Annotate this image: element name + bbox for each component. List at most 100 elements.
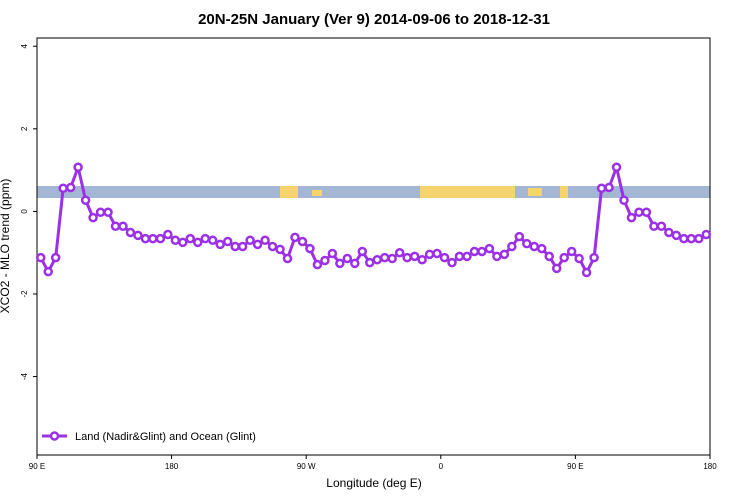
data-point: [694, 233, 704, 244]
data-point: [207, 235, 218, 246]
data-point: [305, 243, 315, 254]
data-point: [342, 253, 353, 264]
y-tick-label: 0: [20, 209, 29, 214]
data-point: [596, 183, 607, 194]
legend-marker: [49, 431, 60, 441]
data-point: [634, 207, 644, 217]
x-tick-label: 90 E: [567, 462, 583, 471]
data-point: [664, 227, 674, 238]
data-point: [589, 252, 599, 263]
data-point: [432, 248, 442, 259]
data-point: [507, 241, 517, 252]
data-point: [559, 252, 569, 263]
data-point: [581, 267, 592, 278]
data-point: [170, 235, 181, 246]
data-point: [492, 251, 502, 262]
data-point: [58, 183, 68, 194]
data-point: [95, 207, 106, 217]
data-point: [529, 241, 540, 252]
data-point: [335, 258, 345, 269]
data-point: [148, 233, 158, 244]
chart-title: 20N-25N January (Ver 9) 2014-09-06 to 20…: [198, 11, 550, 28]
data-point: [522, 238, 532, 249]
data-point: [215, 239, 225, 250]
data-point: [379, 252, 390, 263]
data-point: [297, 236, 308, 247]
data-point: [372, 254, 382, 265]
data-point: [245, 235, 255, 246]
data-point: [679, 233, 689, 244]
data-point: [701, 229, 712, 240]
data-point: [604, 182, 614, 193]
data-point: [365, 257, 375, 268]
data-point: [551, 263, 562, 274]
data-point: [133, 230, 143, 241]
data-point: [417, 254, 427, 265]
y-tick-label: 4: [20, 43, 29, 48]
x-tick-label: 180: [703, 462, 717, 471]
map-strip: [37, 186, 710, 198]
data-point: [537, 243, 547, 254]
data-point: [312, 259, 323, 270]
data-point: [462, 251, 472, 262]
data-point: [424, 249, 435, 260]
data-point: [193, 237, 203, 248]
y-tick-label: 2: [20, 126, 29, 131]
data-point: [222, 236, 233, 247]
data-point: [320, 255, 330, 266]
data-point: [237, 241, 248, 252]
data-point: [140, 233, 151, 244]
data-point: [447, 257, 457, 268]
data-point: [626, 212, 637, 223]
data-point: [125, 227, 136, 238]
data-point: [357, 246, 368, 257]
plot-frame: [36, 37, 711, 456]
data-point: [260, 235, 270, 246]
x-tick-label: 90 W: [297, 462, 316, 471]
data-point: [574, 253, 584, 264]
data-point: [282, 253, 293, 264]
data-point: [387, 253, 397, 264]
y-axis-label: XCO2 - MLO trend (ppm): [0, 179, 12, 314]
data-point: [656, 221, 667, 232]
x-tick-label: 180: [165, 462, 179, 471]
data-point: [439, 252, 450, 263]
data-point: [641, 207, 652, 217]
data-point: [649, 221, 659, 232]
data-point: [185, 233, 196, 244]
data-point: [118, 221, 128, 232]
data-point: [499, 249, 510, 260]
data-point: [402, 252, 412, 263]
legend-label: Land (Nadir&Glint) and Ocean (Glint): [75, 431, 256, 443]
data-point: [88, 212, 98, 223]
data-point: [484, 243, 495, 254]
data-point: [110, 221, 121, 232]
data-point: [394, 247, 405, 258]
y-tick-label: -4: [20, 372, 29, 380]
data-point: [469, 246, 480, 257]
data-point: [290, 232, 300, 243]
data-point: [611, 162, 622, 172]
data-point: [514, 231, 525, 242]
data-point: [103, 207, 113, 217]
data-point: [35, 252, 46, 263]
data-point: [230, 241, 240, 252]
data-point: [327, 248, 338, 259]
data-point: [619, 195, 629, 206]
data-point: [686, 233, 697, 244]
x-axis-label: Longitude (deg E): [326, 476, 421, 490]
data-point: [454, 251, 465, 262]
x-tick-label: 0: [439, 462, 444, 471]
data-point: [50, 252, 61, 263]
y-tick-label: -2: [20, 290, 29, 298]
data-point: [544, 251, 554, 262]
data-point: [163, 229, 173, 240]
series-line: [39, 161, 707, 276]
data-point: [73, 162, 83, 172]
data-point: [80, 195, 91, 206]
data-point: [267, 241, 278, 252]
data-point: [409, 251, 420, 262]
data-point: [671, 230, 682, 241]
data-point: [200, 233, 210, 244]
